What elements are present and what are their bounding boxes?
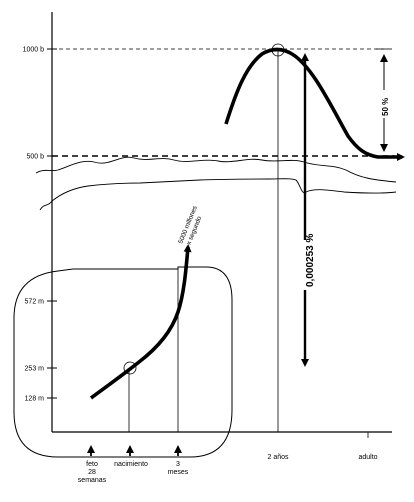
y-tick-label: 128 m	[25, 396, 45, 403]
y-tick-label: 572 m	[25, 299, 45, 306]
x-tick-label: adulto	[358, 454, 377, 461]
x-tick-label: nacimiento	[114, 461, 148, 468]
nacimiento-marker	[123, 361, 137, 375]
x-tick-label: 2 años	[267, 454, 289, 461]
x-tick-label: 3	[176, 461, 180, 468]
peak-marker	[271, 43, 285, 57]
y-tick-label: 1000 b	[23, 47, 45, 54]
y-tick-label: 500 b	[26, 154, 44, 161]
x-tick-label: semanas	[78, 477, 107, 484]
percent-small-label: 0,000253 %	[305, 234, 316, 287]
growth-curve-lower	[89, 244, 192, 400]
wavy-band-upper	[35, 156, 397, 183]
inset-box	[13, 266, 233, 458]
rate-annotation: 5000 millonesx segundo	[177, 204, 206, 248]
x-tick-label: 28	[88, 469, 96, 476]
growth-curve-upper	[224, 47, 405, 161]
percent-half-label: 50 %	[381, 98, 390, 116]
y-ticks: 128 m 253 m 572 m 500 b 1000 b	[23, 47, 57, 403]
x-tick-label: feto	[86, 461, 98, 468]
wavy-band-lower	[39, 178, 397, 211]
y-tick-label: 253 m	[25, 366, 45, 373]
x-tick-label: meses	[168, 469, 189, 476]
